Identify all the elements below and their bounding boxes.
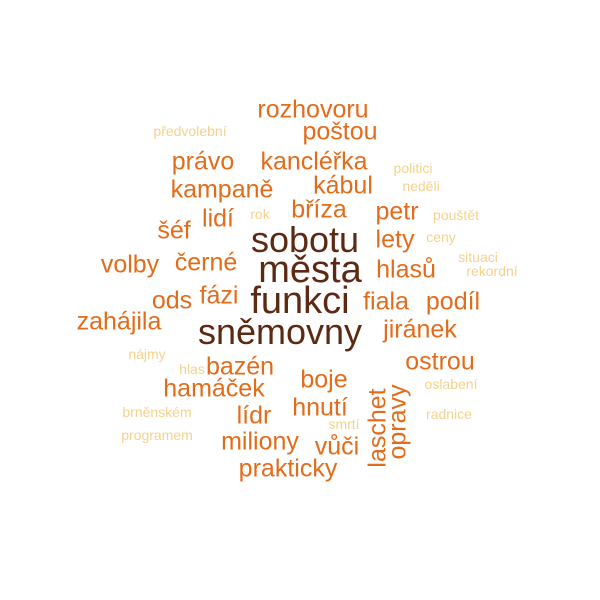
word-postou: poštou: [302, 117, 378, 146]
word-lidi: lidí: [202, 204, 234, 233]
word-vuci: vůči: [314, 432, 360, 461]
word-piranek: jiránek: [383, 315, 457, 344]
word-briza: bříza: [291, 195, 347, 224]
word-programem: programem: [121, 427, 193, 443]
word-podil: podíl: [425, 287, 481, 316]
word-ceny: ceny: [426, 229, 456, 245]
word-predvolebni: předvolební: [153, 123, 227, 139]
word-ostrou: ostrou: [405, 347, 475, 376]
word-fiala: fiala: [363, 287, 409, 316]
word-petr: petr: [375, 197, 419, 226]
word-prakticky: prakticky: [238, 454, 338, 483]
word-lety: lety: [375, 225, 415, 254]
word-volby: volby: [100, 250, 160, 279]
word-pravo: právo: [171, 147, 235, 176]
word-boje: boje: [300, 365, 348, 394]
word-funkci: funkci: [250, 280, 350, 322]
word-miliony: miliony: [221, 427, 299, 456]
word-politici: politici: [393, 160, 433, 176]
word-oslabeni: oslabení: [424, 376, 478, 392]
word-kabul: kábul: [313, 171, 373, 200]
word-nedeli: neděli: [402, 178, 440, 194]
word-hamacek: hamáček: [163, 374, 265, 403]
word-rekordni: rekordní: [466, 263, 518, 279]
word-kampane: kampaně: [170, 175, 274, 204]
word-sef: šéf: [157, 216, 191, 245]
word-ods: ods: [151, 286, 193, 315]
word-kanclerka: kancléřka: [260, 147, 368, 176]
word-mesta: města: [258, 249, 362, 291]
word-bazen: bazén: [205, 352, 275, 381]
word-poustet: pouštět: [433, 207, 479, 223]
word-snemovny: sněmovny: [197, 311, 363, 352]
word-zahajila: zahájila: [76, 307, 162, 336]
word-rozhovoru: rozhovoru: [257, 95, 369, 124]
word-situaci: situaci: [458, 249, 498, 265]
word-hlasu: hlasů: [376, 255, 436, 284]
word-radnice: radnice: [426, 406, 472, 422]
word-opravy: opravy: [383, 384, 412, 460]
word-hnuti: hnutí: [292, 393, 348, 422]
word-cerne: černé: [174, 248, 238, 277]
word-sobotu: sobotu: [250, 219, 360, 260]
word-najmy: nájmy: [128, 346, 166, 362]
word-lidr: lídr: [236, 401, 272, 430]
word-fazi: fázi: [199, 281, 239, 310]
word-rok: rok: [250, 206, 270, 222]
word-smrti: smrtí: [328, 416, 360, 432]
word-brnenskem: brněnském: [122, 404, 192, 420]
word-hlas: hlas: [179, 361, 205, 377]
